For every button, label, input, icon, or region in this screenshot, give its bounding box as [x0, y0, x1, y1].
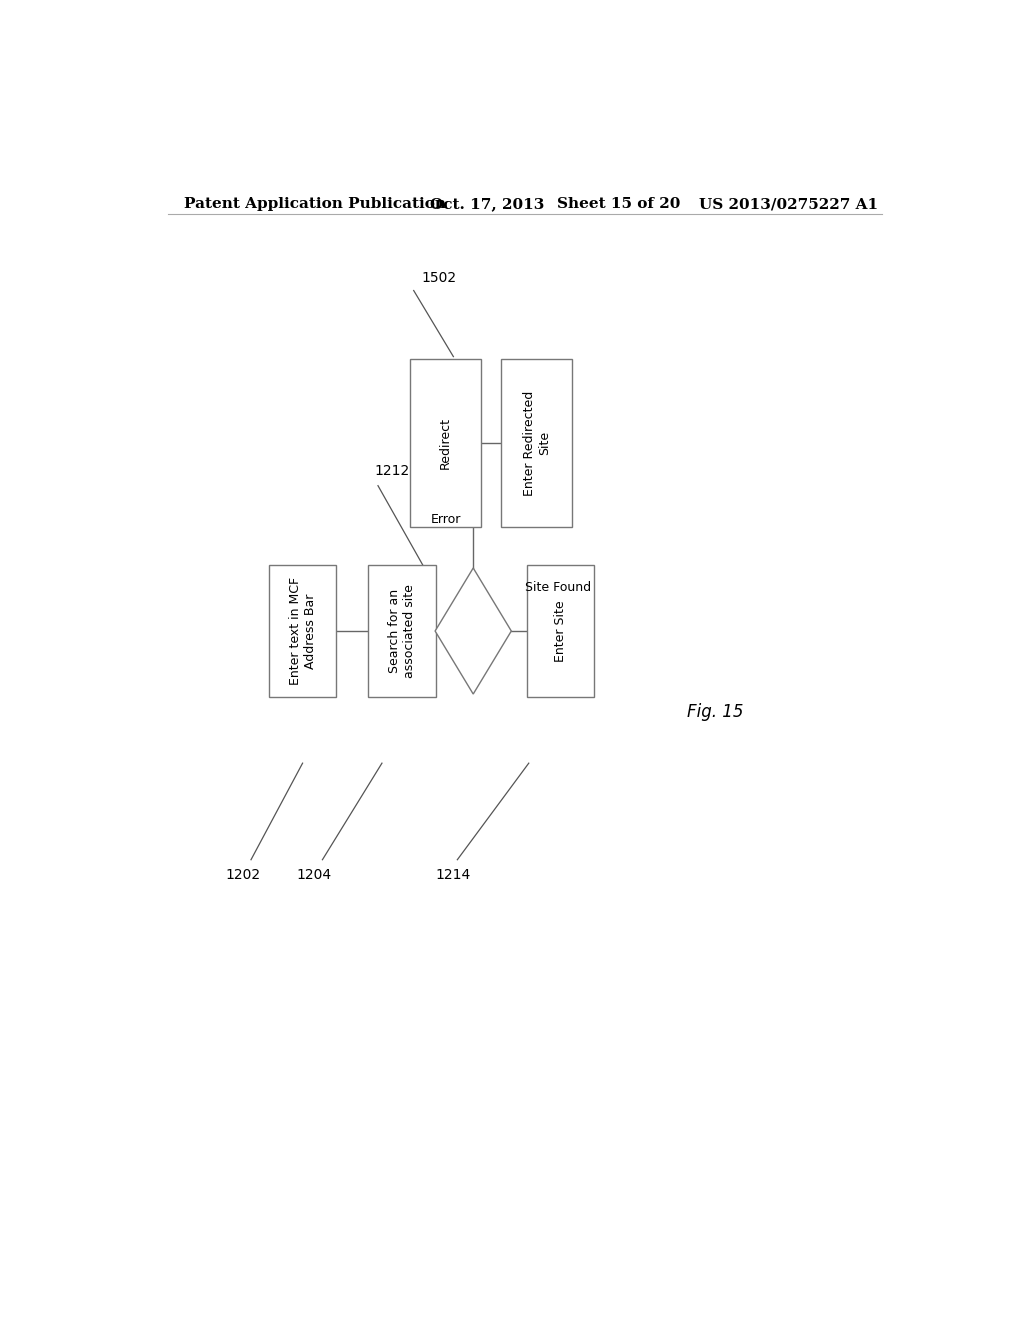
Bar	[410, 359, 481, 527]
Text: Site Found: Site Found	[524, 581, 591, 594]
Bar	[269, 565, 336, 697]
Text: Error: Error	[430, 512, 461, 525]
Text: Enter text in MCF
Address Bar: Enter text in MCF Address Bar	[289, 577, 316, 685]
Text: Enter Redirected
Site: Enter Redirected Site	[522, 391, 551, 495]
Text: Search for an
associated site: Search for an associated site	[388, 583, 416, 678]
Text: Fig. 15: Fig. 15	[687, 704, 743, 721]
Text: Patent Application Publication: Patent Application Publication	[183, 197, 445, 211]
Bar	[501, 359, 572, 527]
Text: Enter Site: Enter Site	[554, 601, 567, 661]
Bar	[526, 565, 594, 697]
Text: Redirect: Redirect	[439, 417, 452, 469]
Text: 1214: 1214	[436, 867, 471, 882]
Text: Sheet 15 of 20: Sheet 15 of 20	[557, 197, 680, 211]
Polygon shape	[435, 568, 511, 694]
Text: 1212: 1212	[374, 463, 410, 478]
Text: US 2013/0275227 A1: US 2013/0275227 A1	[699, 197, 879, 211]
Bar	[368, 565, 435, 697]
Text: 1204: 1204	[297, 867, 332, 882]
Text: Oct. 17, 2013: Oct. 17, 2013	[430, 197, 544, 211]
Text: 1502: 1502	[422, 272, 457, 285]
Text: 1202: 1202	[225, 867, 261, 882]
